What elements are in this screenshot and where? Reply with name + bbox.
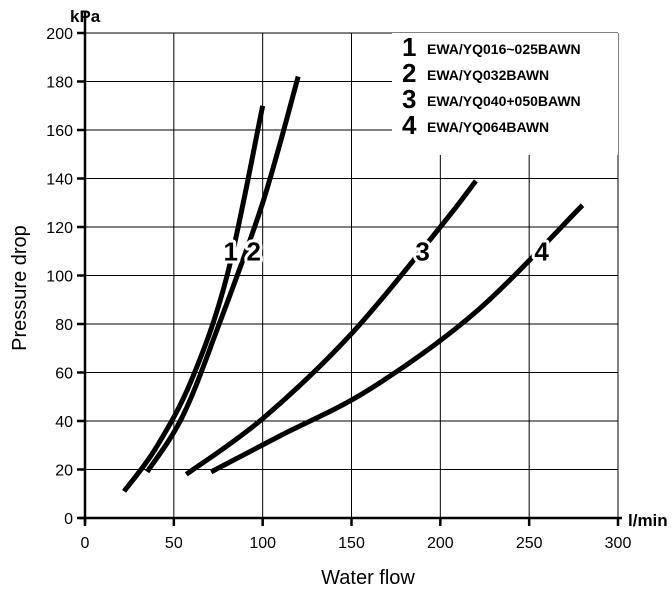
y-tick-label-80: 80 (55, 317, 73, 334)
x-tick-label-150: 150 (338, 535, 365, 552)
x-axis-title: Water flow (321, 567, 415, 589)
curve-label-halo-3: 3 (415, 236, 429, 266)
curve-2 (145, 75, 301, 474)
y-tick-label-140: 140 (46, 172, 73, 189)
curve-label-1: 1 (223, 236, 237, 266)
legend: 1 EWA/YQ016~025BAWN 2 EWA/YQ032BAWN 3 EWA/YQ0… (392, 32, 618, 155)
y-tick-label-0: 0 (64, 511, 73, 528)
y-tick-label-40: 40 (55, 414, 73, 431)
curve-label-3: 3 (415, 236, 429, 266)
tick-labels: 0 20 40 60 80 100 120 140 160 180 200 0 50 100 150 200 2… (46, 26, 631, 552)
legend-model-3: EWA/YQ040+050BAWN (427, 93, 581, 109)
curve-1 (122, 105, 266, 493)
curve-label-halo-4: 4 (534, 236, 549, 266)
x-tick-label-300: 300 (605, 535, 632, 552)
curve-3 (184, 179, 478, 477)
y-tick-label-200: 200 (46, 26, 73, 43)
curves (122, 75, 585, 493)
curve-4 (209, 203, 585, 475)
curve-label-halo-2: 2 (247, 236, 261, 266)
curve-labels: 11 22 33 44 (220, 233, 552, 269)
legend-model-4: EWA/YQ064BAWN (427, 119, 549, 135)
y-tick-label-180: 180 (46, 75, 73, 92)
x-unit-label: l/min (628, 511, 668, 530)
y-tick-label-20: 20 (55, 463, 73, 480)
y-tick-label-100: 100 (46, 269, 73, 286)
legend-model-2: EWA/YQ032BAWN (427, 67, 549, 83)
legend-background (392, 33, 618, 155)
curve-label-4: 4 (534, 236, 549, 266)
y-tick-label-120: 120 (46, 220, 73, 237)
y-axis-title: Pressure drop (9, 225, 31, 351)
legend-number-3: 3 (402, 84, 416, 114)
x-tick-label-50: 50 (165, 535, 183, 552)
legend-model-1: EWA/YQ016~025BAWN (427, 41, 581, 57)
x-tick-label-200: 200 (427, 535, 454, 552)
x-tick-label-250: 250 (516, 535, 543, 552)
legend-number-4: 4 (402, 110, 417, 140)
curve-label-2: 2 (247, 236, 261, 266)
legend-number-2: 2 (402, 58, 416, 88)
y-tick-label-160: 160 (46, 123, 73, 140)
legend-number-1: 1 (402, 32, 416, 62)
y-tick-label-60: 60 (55, 366, 73, 383)
x-tick-label-0: 0 (81, 535, 90, 552)
curve-label-halo-1: 1 (223, 236, 237, 266)
x-tick-label-100: 100 (249, 535, 276, 552)
y-unit-label: kPa (70, 7, 101, 26)
